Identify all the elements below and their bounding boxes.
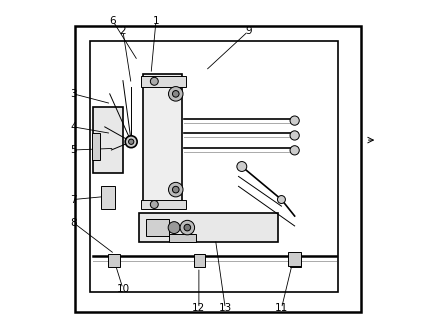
Circle shape: [129, 139, 134, 145]
Bar: [194, 254, 206, 267]
Circle shape: [290, 146, 299, 155]
Circle shape: [169, 87, 183, 101]
Text: 7: 7: [70, 194, 77, 204]
Bar: [169, 234, 196, 242]
Bar: [141, 199, 186, 209]
Circle shape: [184, 224, 190, 231]
Bar: [108, 254, 119, 267]
Bar: [91, 134, 100, 160]
Bar: [75, 26, 361, 312]
Bar: [93, 107, 123, 173]
Circle shape: [290, 131, 299, 140]
Bar: [288, 252, 301, 265]
Text: 13: 13: [219, 303, 232, 313]
Circle shape: [172, 186, 179, 193]
Text: 5: 5: [70, 145, 77, 155]
Text: 10: 10: [116, 284, 130, 294]
Text: 8: 8: [70, 218, 77, 228]
Text: 4: 4: [70, 122, 77, 132]
Circle shape: [125, 136, 137, 148]
Circle shape: [151, 77, 158, 85]
Bar: [146, 219, 169, 236]
Circle shape: [151, 200, 158, 208]
Text: 12: 12: [192, 303, 206, 313]
Circle shape: [237, 162, 247, 171]
Bar: [102, 186, 115, 209]
Text: 2: 2: [119, 26, 126, 36]
Bar: [90, 41, 337, 292]
Circle shape: [278, 195, 285, 203]
Text: 3: 3: [70, 89, 77, 99]
Bar: [139, 213, 278, 242]
Bar: [143, 74, 182, 206]
Text: 11: 11: [275, 303, 288, 313]
Circle shape: [168, 222, 180, 233]
Text: 1: 1: [153, 16, 159, 26]
Bar: [289, 254, 301, 267]
Circle shape: [290, 116, 299, 125]
Bar: [141, 76, 186, 87]
Circle shape: [180, 220, 194, 235]
Text: 9: 9: [245, 26, 252, 36]
Circle shape: [172, 91, 179, 97]
Text: 6: 6: [110, 16, 116, 26]
Circle shape: [169, 182, 183, 197]
